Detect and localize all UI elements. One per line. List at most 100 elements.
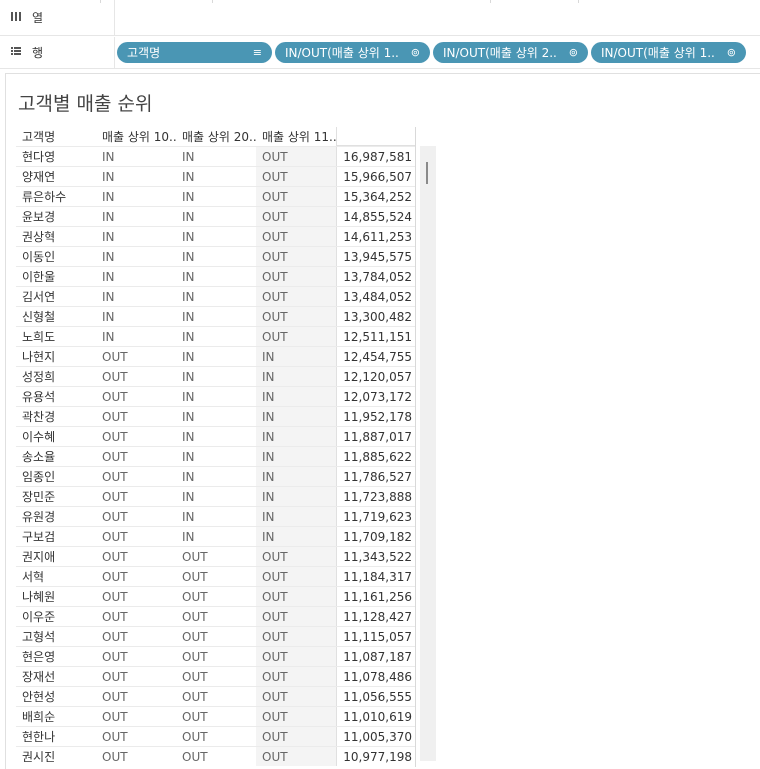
table-row[interactable]: 고형석 OUT OUT OUT 11,115,057: [16, 626, 416, 646]
cell-customer: 장재선: [22, 670, 56, 684]
cell-sales: 13,300,482: [336, 307, 416, 326]
set-icon[interactable]: ⊚: [726, 46, 736, 59]
table-header: 고객명 매출 상위 10.. 매출 상위 20.. 매출 상위 11..: [16, 127, 416, 146]
table-row[interactable]: 장재선 OUT OUT OUT 11,078,486: [16, 666, 416, 686]
cell-customer: 서혁: [22, 570, 45, 584]
table-row[interactable]: 장민준 OUT IN IN 11,723,888: [16, 486, 416, 506]
vertical-scrollbar[interactable]: [420, 146, 436, 761]
header-top11[interactable]: 매출 상위 11..: [262, 130, 336, 144]
cell-top10: IN: [102, 289, 115, 304]
cell-top20: OUT: [182, 689, 208, 704]
cell-top11: IN: [256, 447, 336, 466]
cell-top10: OUT: [102, 649, 128, 664]
cell-sales: 11,128,427: [336, 607, 416, 626]
table-row[interactable]: 노희도 IN IN OUT 12,511,151: [16, 326, 416, 346]
sort-icon[interactable]: ≡: [252, 46, 262, 59]
header-top20[interactable]: 매출 상위 20..: [182, 130, 256, 144]
table-row[interactable]: 현다영 IN IN OUT 16,987,581: [16, 146, 416, 166]
table-row[interactable]: 구보검 OUT IN IN 11,709,182: [16, 526, 416, 546]
table-row[interactable]: 이수혜 OUT IN IN 11,887,017: [16, 426, 416, 446]
row-pill[interactable]: 고객명 ≡: [117, 42, 272, 63]
table-row[interactable]: 권지애 OUT OUT OUT 11,343,522: [16, 546, 416, 566]
table-row[interactable]: 유원경 OUT IN IN 11,719,623: [16, 506, 416, 526]
table-row[interactable]: 나혜원 OUT OUT OUT 11,161,256: [16, 586, 416, 606]
table-row[interactable]: 김서연 IN IN OUT 13,484,052: [16, 286, 416, 306]
header-top10[interactable]: 매출 상위 10..: [102, 130, 176, 144]
cell-sales: 11,010,619: [336, 707, 416, 726]
cell-top11: OUT: [256, 627, 336, 646]
table-row[interactable]: 권상혁 IN IN OUT 14,611,253: [16, 226, 416, 246]
cell-customer: 윤보경: [22, 210, 56, 224]
table-row[interactable]: 권시진 OUT OUT OUT 10,977,198: [16, 746, 416, 766]
cell-top20: IN: [182, 409, 195, 424]
cell-customer: 구보검: [22, 530, 56, 544]
cell-customer: 현은영: [22, 650, 56, 664]
cell-top11: OUT: [256, 667, 336, 686]
table-row[interactable]: 윤보경 IN IN OUT 14,855,524: [16, 206, 416, 226]
table-row[interactable]: 곽찬경 OUT IN IN 11,952,178: [16, 406, 416, 426]
cell-top20: IN: [182, 309, 195, 324]
table-row[interactable]: 배희순 OUT OUT OUT 11,010,619: [16, 706, 416, 726]
table-row[interactable]: 성정희 OUT IN IN 12,120,057: [16, 366, 416, 386]
table-row[interactable]: 류은하수 IN IN OUT 15,364,252: [16, 186, 416, 206]
cell-sales: 11,723,888: [336, 487, 416, 506]
cell-top10: OUT: [102, 709, 128, 724]
table-row[interactable]: 이동인 IN IN OUT 13,945,575: [16, 246, 416, 266]
row-pill[interactable]: IN/OUT(매출 상위 2.. ⊚: [433, 42, 588, 63]
table-row[interactable]: 이한울 IN IN OUT 13,784,052: [16, 266, 416, 286]
columns-drop-area[interactable]: [115, 0, 760, 35]
table-row[interactable]: 유용석 OUT IN IN 12,073,172: [16, 386, 416, 406]
cell-top11: OUT: [256, 267, 336, 286]
cell-customer: 양재연: [22, 170, 56, 184]
table-row[interactable]: 현한나 OUT OUT OUT 11,005,370: [16, 726, 416, 746]
table-row[interactable]: 안현성 OUT OUT OUT 11,056,555: [16, 686, 416, 706]
cell-top10: IN: [102, 169, 115, 184]
columns-label: 열: [32, 11, 44, 25]
cell-customer: 노희도: [22, 330, 56, 344]
table-row[interactable]: 현은영 OUT OUT OUT 11,087,187: [16, 646, 416, 666]
worksheet-view: 고객별 매출 순위 고객명 매출 상위 10.. 매출 상위 20.. 매출 상…: [5, 73, 760, 769]
cell-sales: 13,784,052: [336, 267, 416, 286]
tick: [578, 0, 579, 3]
cell-top10: OUT: [102, 429, 128, 444]
cell-top10: IN: [102, 269, 115, 284]
cell-top20: OUT: [182, 589, 208, 604]
cell-top20: IN: [182, 209, 195, 224]
tick: [490, 0, 491, 3]
table-row[interactable]: 양재연 IN IN OUT 15,966,507: [16, 166, 416, 186]
cell-sales: 12,073,172: [336, 387, 416, 406]
cell-customer: 나혜원: [22, 590, 56, 604]
scrollbar-thumb[interactable]: [426, 162, 428, 184]
cell-top11: IN: [256, 427, 336, 446]
rows-drop-area[interactable]: 고객명 ≡ IN/OUT(매출 상위 1.. ⊚ IN/OUT(매출 상위 2.. ⊚ IN…: [115, 37, 760, 68]
cell-top20: IN: [182, 189, 195, 204]
pill-label: IN/OUT(매출 상위 2..: [443, 46, 557, 60]
cell-top11: OUT: [256, 687, 336, 706]
columns-shelf-label: 열: [0, 0, 115, 35]
cell-top11: OUT: [256, 147, 336, 166]
table-row[interactable]: 신형철 IN IN OUT 13,300,482: [16, 306, 416, 326]
table-row[interactable]: 나현지 OUT IN IN 12,454,755: [16, 346, 416, 366]
cell-top20: IN: [182, 369, 195, 384]
cell-top11: IN: [256, 387, 336, 406]
table-row[interactable]: 서혁 OUT OUT OUT 11,184,317: [16, 566, 416, 586]
tick: [212, 0, 213, 3]
row-pill[interactable]: IN/OUT(매출 상위 1.. ⊚: [275, 42, 430, 63]
table-row[interactable]: 임종인 OUT IN IN 11,786,527: [16, 466, 416, 486]
table-row[interactable]: 송소율 OUT IN IN 11,885,622: [16, 446, 416, 466]
cell-top11: OUT: [256, 587, 336, 606]
set-icon[interactable]: ⊚: [410, 46, 420, 59]
row-pill[interactable]: IN/OUT(매출 상위 1.. ⊚: [591, 42, 746, 63]
header-customer[interactable]: 고객명: [22, 130, 56, 144]
cell-top11: OUT: [256, 747, 336, 766]
set-icon[interactable]: ⊚: [568, 46, 578, 59]
cell-sales: 12,454,755: [336, 347, 416, 366]
cell-sales: 13,945,575: [336, 247, 416, 266]
table-row[interactable]: 이우준 OUT OUT OUT 11,128,427: [16, 606, 416, 626]
cell-top10: OUT: [102, 749, 128, 764]
cell-customer: 현한나: [22, 730, 56, 744]
cell-top10: OUT: [102, 529, 128, 544]
cell-sales: 11,887,017: [336, 427, 416, 446]
pill-label: IN/OUT(매출 상위 1..: [601, 46, 715, 60]
cell-top11: IN: [256, 487, 336, 506]
